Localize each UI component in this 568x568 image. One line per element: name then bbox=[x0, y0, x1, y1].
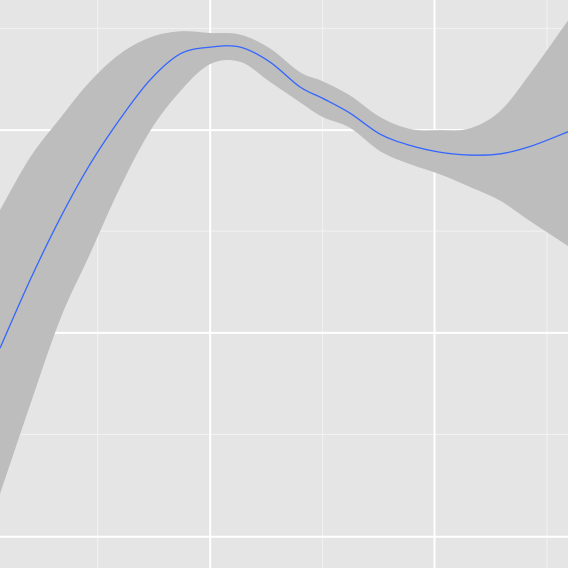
smooth-line bbox=[0, 45, 568, 349]
confidence-band bbox=[0, 20, 568, 495]
